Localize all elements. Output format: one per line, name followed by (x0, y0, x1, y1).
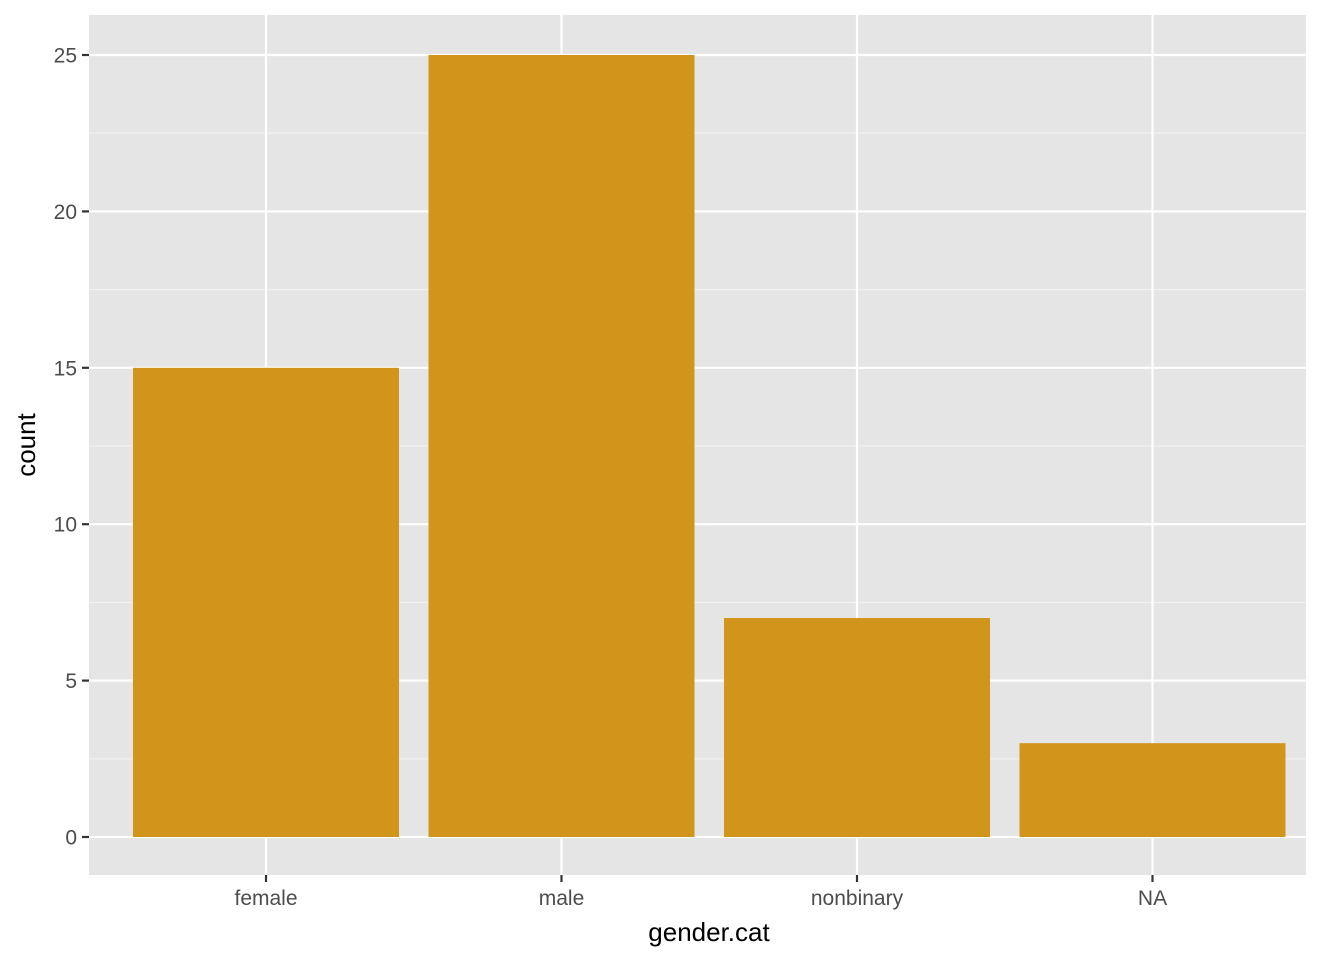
x-tick-label: nonbinary (811, 887, 904, 910)
y-tick-label: 20 (54, 201, 77, 224)
bar-nonbinary (724, 618, 990, 837)
y-tick-label: 5 (65, 670, 77, 693)
x-tick-label: NA (1138, 887, 1167, 910)
x-axis: female male nonbinary NA (234, 875, 1167, 910)
y-axis-title: count (11, 412, 41, 476)
y-axis: 0 5 10 15 20 25 (54, 45, 89, 850)
bar-na (1019, 743, 1286, 837)
bar-female (133, 367, 399, 837)
y-tick-label: 10 (54, 514, 77, 537)
y-tick-label: 15 (54, 357, 77, 380)
x-tick-label: female (234, 887, 297, 910)
bars (133, 55, 1286, 837)
y-tick-label: 0 (65, 827, 77, 850)
x-tick-label: male (539, 887, 585, 910)
bar-male (428, 55, 695, 837)
y-tick-label: 25 (54, 45, 77, 68)
x-axis-title: gender.cat (648, 917, 770, 947)
